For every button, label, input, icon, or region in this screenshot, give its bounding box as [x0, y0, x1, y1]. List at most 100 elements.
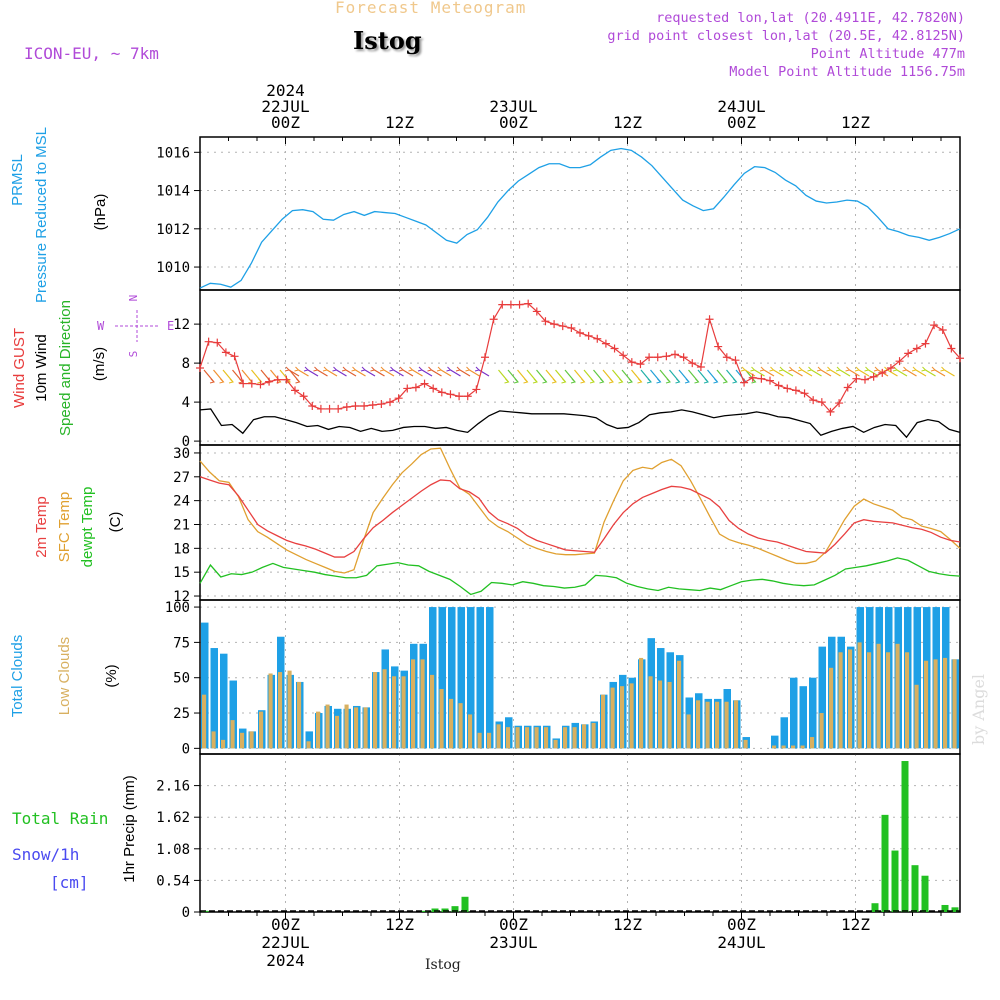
- wind-arrow-head: [504, 378, 510, 384]
- gust-marker: [567, 324, 576, 333]
- wind-arrow-head: [722, 378, 728, 384]
- low-cloud-bar: [468, 714, 473, 749]
- location-info: requested lon,lat (20.4911E, 42.7820N) g…: [607, 9, 965, 81]
- low-cloud-bar: [819, 713, 824, 749]
- low-cloud-bar: [525, 727, 530, 749]
- clouds-ytick-label: 50: [173, 671, 190, 687]
- low-cloud-bar: [287, 670, 292, 749]
- temperature-frame: [199, 444, 961, 601]
- wind-arrow: [915, 369, 927, 377]
- low-cloud-bar: [715, 701, 720, 749]
- gust-marker: [299, 392, 308, 401]
- wind-arrow-head: [294, 366, 300, 372]
- top-time-label: 12Z: [613, 113, 642, 132]
- total-cloud-bar: [771, 735, 779, 749]
- rain-bar: [871, 903, 879, 912]
- wind-arrow: [792, 369, 803, 377]
- gust-marker: [783, 384, 792, 393]
- gust-marker: [420, 379, 429, 388]
- wind-arrow-head: [826, 366, 832, 372]
- gust-line: [199, 303, 961, 413]
- gust-marker: [696, 363, 705, 372]
- low-cloud-bar: [373, 672, 378, 749]
- precip-bars: [200, 761, 960, 912]
- gust-marker: [532, 307, 541, 316]
- wind-arrow: [858, 369, 870, 377]
- wind-arrow: [450, 369, 461, 377]
- temperature-panel: 12 15 18 21 24 27 30: [173, 444, 961, 605]
- wind-arrow-head: [930, 366, 936, 372]
- low-cloud-bar: [914, 684, 919, 749]
- rain-bar: [921, 875, 929, 912]
- cloud-bars: [201, 607, 959, 749]
- gust-marker: [947, 344, 956, 353]
- wind-arrow: [459, 369, 471, 377]
- wind-arrow-head: [436, 366, 442, 372]
- low-cloud-bar: [895, 643, 900, 749]
- pressure-ytick-label: 1014: [156, 184, 190, 200]
- wind-arrow-head: [759, 366, 765, 372]
- gust-marker: [239, 379, 248, 388]
- clouds-ytick-label: 0: [182, 741, 190, 757]
- wind-arrow-head: [427, 366, 433, 372]
- precip-ytick-label: 0: [182, 905, 190, 921]
- wind-arrow-head: [769, 366, 775, 372]
- wind-arrow: [906, 369, 917, 377]
- bottom-time-label: 12Z: [385, 915, 414, 934]
- gust-marker: [334, 404, 343, 413]
- low-cloud-bar: [439, 689, 444, 749]
- wind-arrow: [839, 369, 851, 377]
- wind-arrow-head: [228, 378, 234, 384]
- total-cloud-bar: [486, 607, 494, 749]
- total-cloud-bar: [448, 607, 456, 749]
- clouds-unit: (%): [103, 664, 120, 687]
- low-cloud-bar: [496, 724, 501, 749]
- gust-marker: [757, 374, 766, 383]
- gust-marker: [230, 352, 239, 361]
- rain-bar: [441, 908, 449, 912]
- gust-marker: [593, 334, 602, 343]
- wind-arrow-head: [341, 366, 347, 372]
- top-time-label: 2024: [266, 81, 305, 100]
- wind-arrow-head: [873, 366, 879, 372]
- temperature-ytick-label: 18: [173, 541, 190, 557]
- wind-arrow: [288, 369, 300, 377]
- wind-arrow-head: [523, 378, 529, 384]
- wind-arrow: [849, 369, 860, 377]
- low-cloud-bar: [848, 649, 853, 749]
- wind-dir-label: Speed and Direction: [57, 300, 74, 436]
- low-cloud-bar: [221, 739, 226, 749]
- gust-marker: [515, 300, 524, 309]
- gust-marker: [809, 396, 818, 405]
- wind-arrow-head: [940, 366, 946, 372]
- wind-gust-label: Wind GUST: [11, 328, 28, 408]
- bottom-time-label: 23JUL: [489, 933, 537, 952]
- station-title: Istog: [353, 26, 422, 55]
- gust-marker: [360, 402, 369, 411]
- gust-marker: [731, 356, 740, 365]
- wind-arrow: [820, 369, 832, 377]
- gust-marker: [213, 338, 222, 347]
- low-cloud-bar: [316, 711, 321, 749]
- wind-arrow: [944, 369, 955, 377]
- wind-arrow: [374, 369, 385, 377]
- low-cloud-bar: [534, 727, 539, 749]
- gust-marker: [861, 375, 869, 384]
- low-cloud-bar: [943, 657, 948, 749]
- gust-marker: [843, 383, 852, 392]
- gust-marker: [351, 402, 360, 411]
- low-cloud-bar: [230, 720, 235, 749]
- wind-ytick-label: 8: [182, 356, 190, 372]
- low-cloud-bar: [639, 657, 644, 749]
- total-cloud-bar: [201, 622, 209, 749]
- info-model-altitude: Model Point Altitude 1156.75m: [729, 64, 965, 80]
- wind-arrow-head: [599, 378, 605, 384]
- bottom-time-label: 00Z: [727, 915, 756, 934]
- temp-unit: (C): [107, 512, 124, 533]
- wind-arrow-head: [627, 378, 633, 384]
- wind-arrow-head: [608, 378, 614, 384]
- low-cloud-bar: [354, 707, 359, 749]
- wind-arrow-head: [854, 366, 860, 372]
- gust-marker: [342, 402, 351, 411]
- info-point-altitude: Point Altitude 477m: [810, 46, 965, 62]
